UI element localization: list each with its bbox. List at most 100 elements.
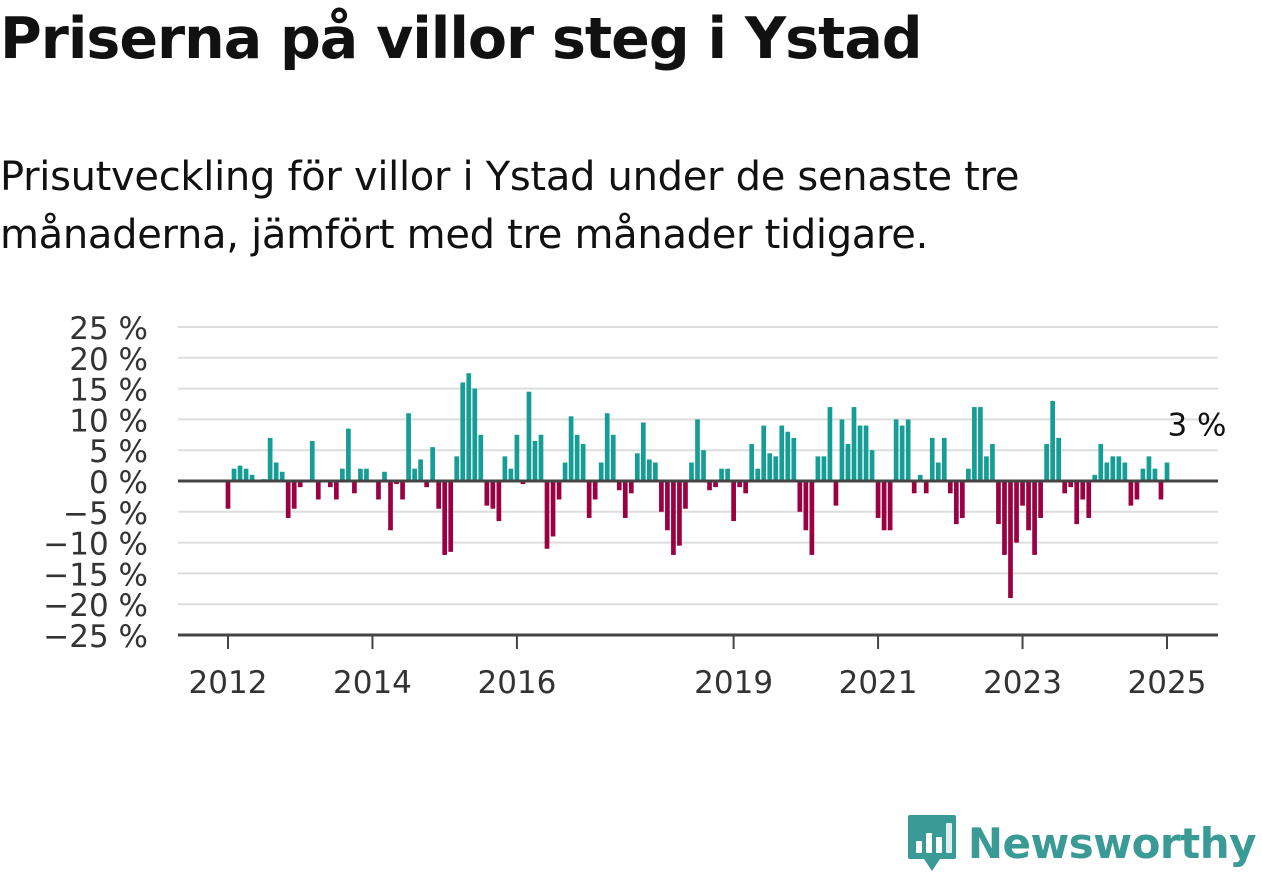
- bar: [785, 431, 791, 481]
- bar: [412, 468, 417, 481]
- y-tick-label: 20 %: [69, 342, 148, 378]
- bar: [863, 425, 869, 481]
- bar: [249, 474, 255, 481]
- x-tick-label: 2012: [189, 665, 268, 701]
- x-tick-label: 2023: [983, 665, 1062, 701]
- bar: [448, 481, 454, 552]
- bar: [1044, 444, 1049, 481]
- bar: [279, 471, 285, 481]
- bar: [231, 468, 237, 481]
- bar: [628, 481, 634, 494]
- y-tick-label: −20 %: [43, 588, 148, 624]
- bar: [689, 462, 694, 481]
- bar: [400, 481, 405, 500]
- x-tick-label: 2016: [477, 665, 556, 701]
- bar: [857, 425, 863, 481]
- bar: [743, 481, 749, 494]
- bar: [1008, 481, 1013, 599]
- bar: [297, 481, 303, 488]
- bar: [851, 407, 857, 481]
- bar: [466, 373, 472, 481]
- bar: [953, 481, 959, 525]
- bar: [647, 459, 652, 481]
- y-tick-label: 5 %: [89, 434, 148, 470]
- bar: [490, 481, 496, 509]
- bar: [972, 407, 977, 481]
- bar: [990, 444, 995, 481]
- y-axis-tick-labels: 25 %20 %15 %10 %5 %0 %−5 %−10 %−15 %−20 …: [43, 311, 148, 655]
- last-value-label: 3 %: [1167, 408, 1226, 444]
- bar: [1056, 437, 1062, 481]
- bar: [526, 391, 532, 481]
- bar: [273, 462, 279, 481]
- bar-series: [225, 373, 1170, 599]
- bar: [1002, 481, 1007, 555]
- bar: [1020, 481, 1025, 506]
- bar: [1038, 481, 1043, 518]
- bar: [574, 434, 580, 481]
- bar: [472, 388, 478, 481]
- bar: [1146, 456, 1152, 481]
- bar: [737, 481, 742, 488]
- bar-chart: 25 %20 %15 %10 %5 %0 %−5 %−10 %−15 %−20 …: [43, 311, 1226, 701]
- bar: [478, 434, 484, 481]
- x-tick-label: 2019: [694, 665, 773, 701]
- bar: [346, 428, 351, 481]
- bar: [966, 468, 971, 481]
- bar: [382, 471, 387, 481]
- bar: [538, 434, 544, 481]
- x-axis-ticks: 2012 2014 2016 2019 2021 2023 2025: [189, 635, 1206, 701]
- bar: [809, 481, 815, 555]
- bar: [364, 468, 369, 481]
- bar: [671, 481, 676, 555]
- bar: [285, 481, 291, 518]
- bar: [731, 481, 736, 522]
- bar: [677, 481, 682, 546]
- bar: [616, 481, 622, 491]
- bar: [243, 468, 249, 481]
- bar: [622, 481, 628, 518]
- y-tick-label: −25 %: [43, 619, 148, 655]
- bar: [556, 481, 562, 500]
- bar: [634, 453, 640, 481]
- bar: [309, 440, 315, 481]
- bar: [550, 481, 556, 537]
- bar: [496, 481, 502, 522]
- bar: [442, 481, 448, 555]
- bar: [406, 413, 411, 481]
- bar: [725, 468, 730, 481]
- bar: [520, 481, 526, 485]
- bar: [610, 434, 616, 481]
- bar: [827, 407, 833, 481]
- bar: [376, 481, 381, 500]
- bar: [315, 481, 321, 500]
- bar: [580, 444, 586, 481]
- brand-name: Newsworthy: [967, 818, 1257, 868]
- bar: [803, 481, 809, 531]
- bar: [996, 481, 1001, 525]
- bar: [1110, 456, 1116, 481]
- bar: [1140, 468, 1146, 481]
- bar: [225, 481, 231, 509]
- bar: [484, 481, 490, 506]
- bar: [237, 465, 243, 481]
- bar: [604, 413, 610, 481]
- bar: [797, 481, 803, 512]
- bar: [1050, 400, 1055, 481]
- bar: [659, 481, 664, 512]
- bar: [544, 481, 550, 549]
- bar: [875, 481, 881, 518]
- bar: [761, 425, 767, 481]
- bar: [1122, 462, 1128, 481]
- bar: [707, 481, 712, 491]
- bar: [821, 456, 827, 481]
- bar: [1164, 462, 1170, 481]
- bar: [960, 481, 965, 518]
- bar: [779, 425, 785, 481]
- bar: [508, 468, 514, 481]
- bar: [418, 459, 423, 481]
- bar: [454, 456, 460, 481]
- bar: [388, 481, 393, 531]
- bar: [713, 481, 718, 488]
- bar: [923, 481, 929, 494]
